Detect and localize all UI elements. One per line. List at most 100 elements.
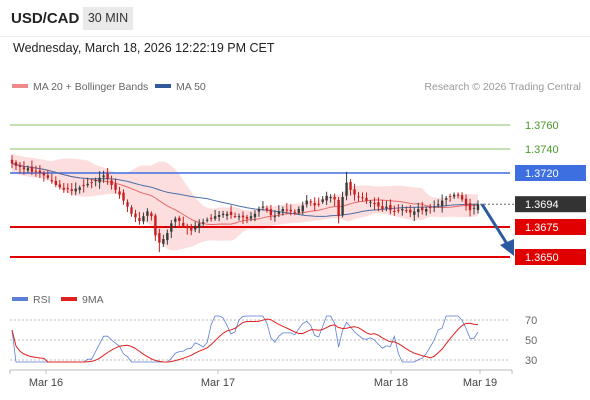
chart-header: USD/CAD 30 MIN <box>0 0 590 37</box>
candle <box>417 202 420 218</box>
level-label-box <box>515 249 586 265</box>
candle <box>74 182 77 196</box>
level-label-resistance-blue: 1.3720 <box>525 168 559 180</box>
timeframe-badge[interactable]: 30 MIN <box>83 7 133 30</box>
candle <box>182 216 185 228</box>
candle <box>425 206 428 216</box>
price-labels: 1.3760 1.3740 1.3720 1.3694 1.3675 1.3650 <box>515 120 586 265</box>
level-label-resistance-green: 1.3760 <box>525 120 559 132</box>
candle <box>50 173 54 184</box>
candle <box>385 200 388 212</box>
candle <box>341 191 344 218</box>
candle <box>102 170 105 183</box>
candle <box>201 218 205 227</box>
candle <box>249 211 253 222</box>
legend-label-rsi: RSI <box>33 294 51 306</box>
rsi-legend: RSI 9MA <box>12 294 104 306</box>
candle <box>30 160 34 175</box>
candle <box>150 211 153 221</box>
candle <box>174 216 177 228</box>
level-label-last-price: 1.3694 <box>525 199 559 211</box>
candle <box>186 223 189 235</box>
chart-legend: MA 20 + Bollinger Bands MA 50 Research ©… <box>12 81 581 93</box>
forecast-arrow <box>480 203 514 256</box>
candle <box>325 191 328 206</box>
candle <box>472 204 476 215</box>
candle <box>166 229 169 245</box>
candle <box>142 212 145 225</box>
candle <box>86 177 89 188</box>
x-tick-label: Mar 19 <box>463 377 497 389</box>
bollinger-band <box>12 153 478 251</box>
candle <box>114 178 117 194</box>
candle <box>229 205 233 219</box>
candle <box>217 210 221 222</box>
candle <box>281 206 285 216</box>
candle <box>162 234 165 247</box>
candle <box>269 204 273 221</box>
candle <box>333 193 336 206</box>
rsi-level-label: 30 <box>525 355 537 367</box>
candle <box>205 217 209 223</box>
candle <box>261 201 265 211</box>
candle <box>405 206 408 214</box>
legend-swatch-rsi <box>12 297 28 301</box>
candle <box>98 171 101 189</box>
candle <box>78 185 81 194</box>
candle <box>309 199 312 206</box>
rsi-9ma-line <box>11 318 479 363</box>
candle <box>209 214 213 222</box>
candle <box>158 228 161 253</box>
candle <box>94 177 97 187</box>
legend-swatch-ma50 <box>155 84 171 88</box>
candle <box>429 203 432 214</box>
symbol-title: USD/CAD <box>11 10 80 27</box>
candle <box>90 178 93 189</box>
candle <box>301 201 304 215</box>
x-tick-label: Mar 18 <box>374 377 408 389</box>
candle <box>54 176 58 188</box>
level-label-box <box>515 165 586 181</box>
candle <box>134 209 137 223</box>
candle <box>257 206 261 217</box>
candle <box>170 219 173 239</box>
level-label-support-red: 1.3650 <box>525 252 559 264</box>
candle <box>138 211 141 225</box>
candle <box>194 221 197 233</box>
candle <box>198 219 201 234</box>
candle <box>448 193 452 202</box>
candle <box>34 165 38 177</box>
legend-label-9ma: 9MA <box>82 294 104 306</box>
candle <box>452 192 456 200</box>
chart-timestamp: Wednesday, March 18, 2026 12:22:19 PM CE… <box>13 41 275 55</box>
candle <box>42 170 46 182</box>
candle <box>432 200 436 213</box>
candle <box>456 192 460 199</box>
candle <box>421 201 424 215</box>
candle <box>66 183 69 193</box>
candle <box>118 186 121 199</box>
level-label-resistance-green: 1.3740 <box>525 144 559 156</box>
candle <box>317 197 320 207</box>
research-credit: Research © 2026 Trading Central <box>424 81 581 93</box>
ma50-line <box>11 162 479 217</box>
candle <box>440 194 444 213</box>
candle <box>253 210 257 222</box>
candle <box>106 168 109 185</box>
candle <box>26 165 30 173</box>
x-tick-label: Mar 16 <box>29 377 63 389</box>
candle <box>245 214 249 224</box>
candle <box>70 182 73 196</box>
candle <box>353 183 356 201</box>
candle <box>345 171 348 201</box>
candle <box>373 197 376 211</box>
candle <box>213 209 217 221</box>
rsi-panel: 70 50 30 <box>10 315 537 367</box>
candle <box>365 192 368 204</box>
candle <box>62 183 65 193</box>
candle <box>468 198 472 217</box>
forecast-arrow-head <box>500 239 514 256</box>
candle <box>178 215 181 227</box>
bollinger-band-area <box>12 153 478 251</box>
candle <box>349 179 352 196</box>
